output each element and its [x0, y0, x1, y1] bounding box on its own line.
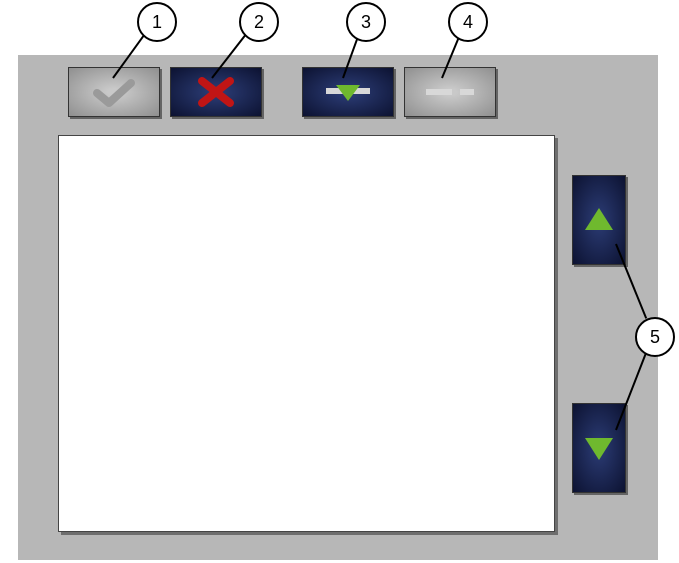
confirm-button[interactable]	[68, 67, 160, 117]
arrow-up-icon	[579, 200, 619, 240]
scroll-down-button[interactable]	[572, 403, 626, 493]
callout-1: 1	[137, 2, 177, 42]
separator-button[interactable]	[404, 67, 496, 117]
callout-3: 3	[346, 2, 386, 42]
callout-5: 5	[635, 317, 675, 357]
arrow-down-icon	[579, 428, 619, 468]
content-area	[58, 135, 555, 532]
check-icon	[87, 75, 141, 109]
callout-2: 2	[239, 2, 279, 42]
top-toolbar	[68, 67, 496, 117]
cross-icon	[196, 75, 236, 109]
callout-4: 4	[448, 2, 488, 42]
cancel-button[interactable]	[170, 67, 262, 117]
separator-icon	[420, 75, 480, 109]
insert-down-icon	[318, 75, 378, 109]
insert-down-button[interactable]	[302, 67, 394, 117]
panel-background	[18, 55, 658, 560]
scroll-up-button[interactable]	[572, 175, 626, 265]
